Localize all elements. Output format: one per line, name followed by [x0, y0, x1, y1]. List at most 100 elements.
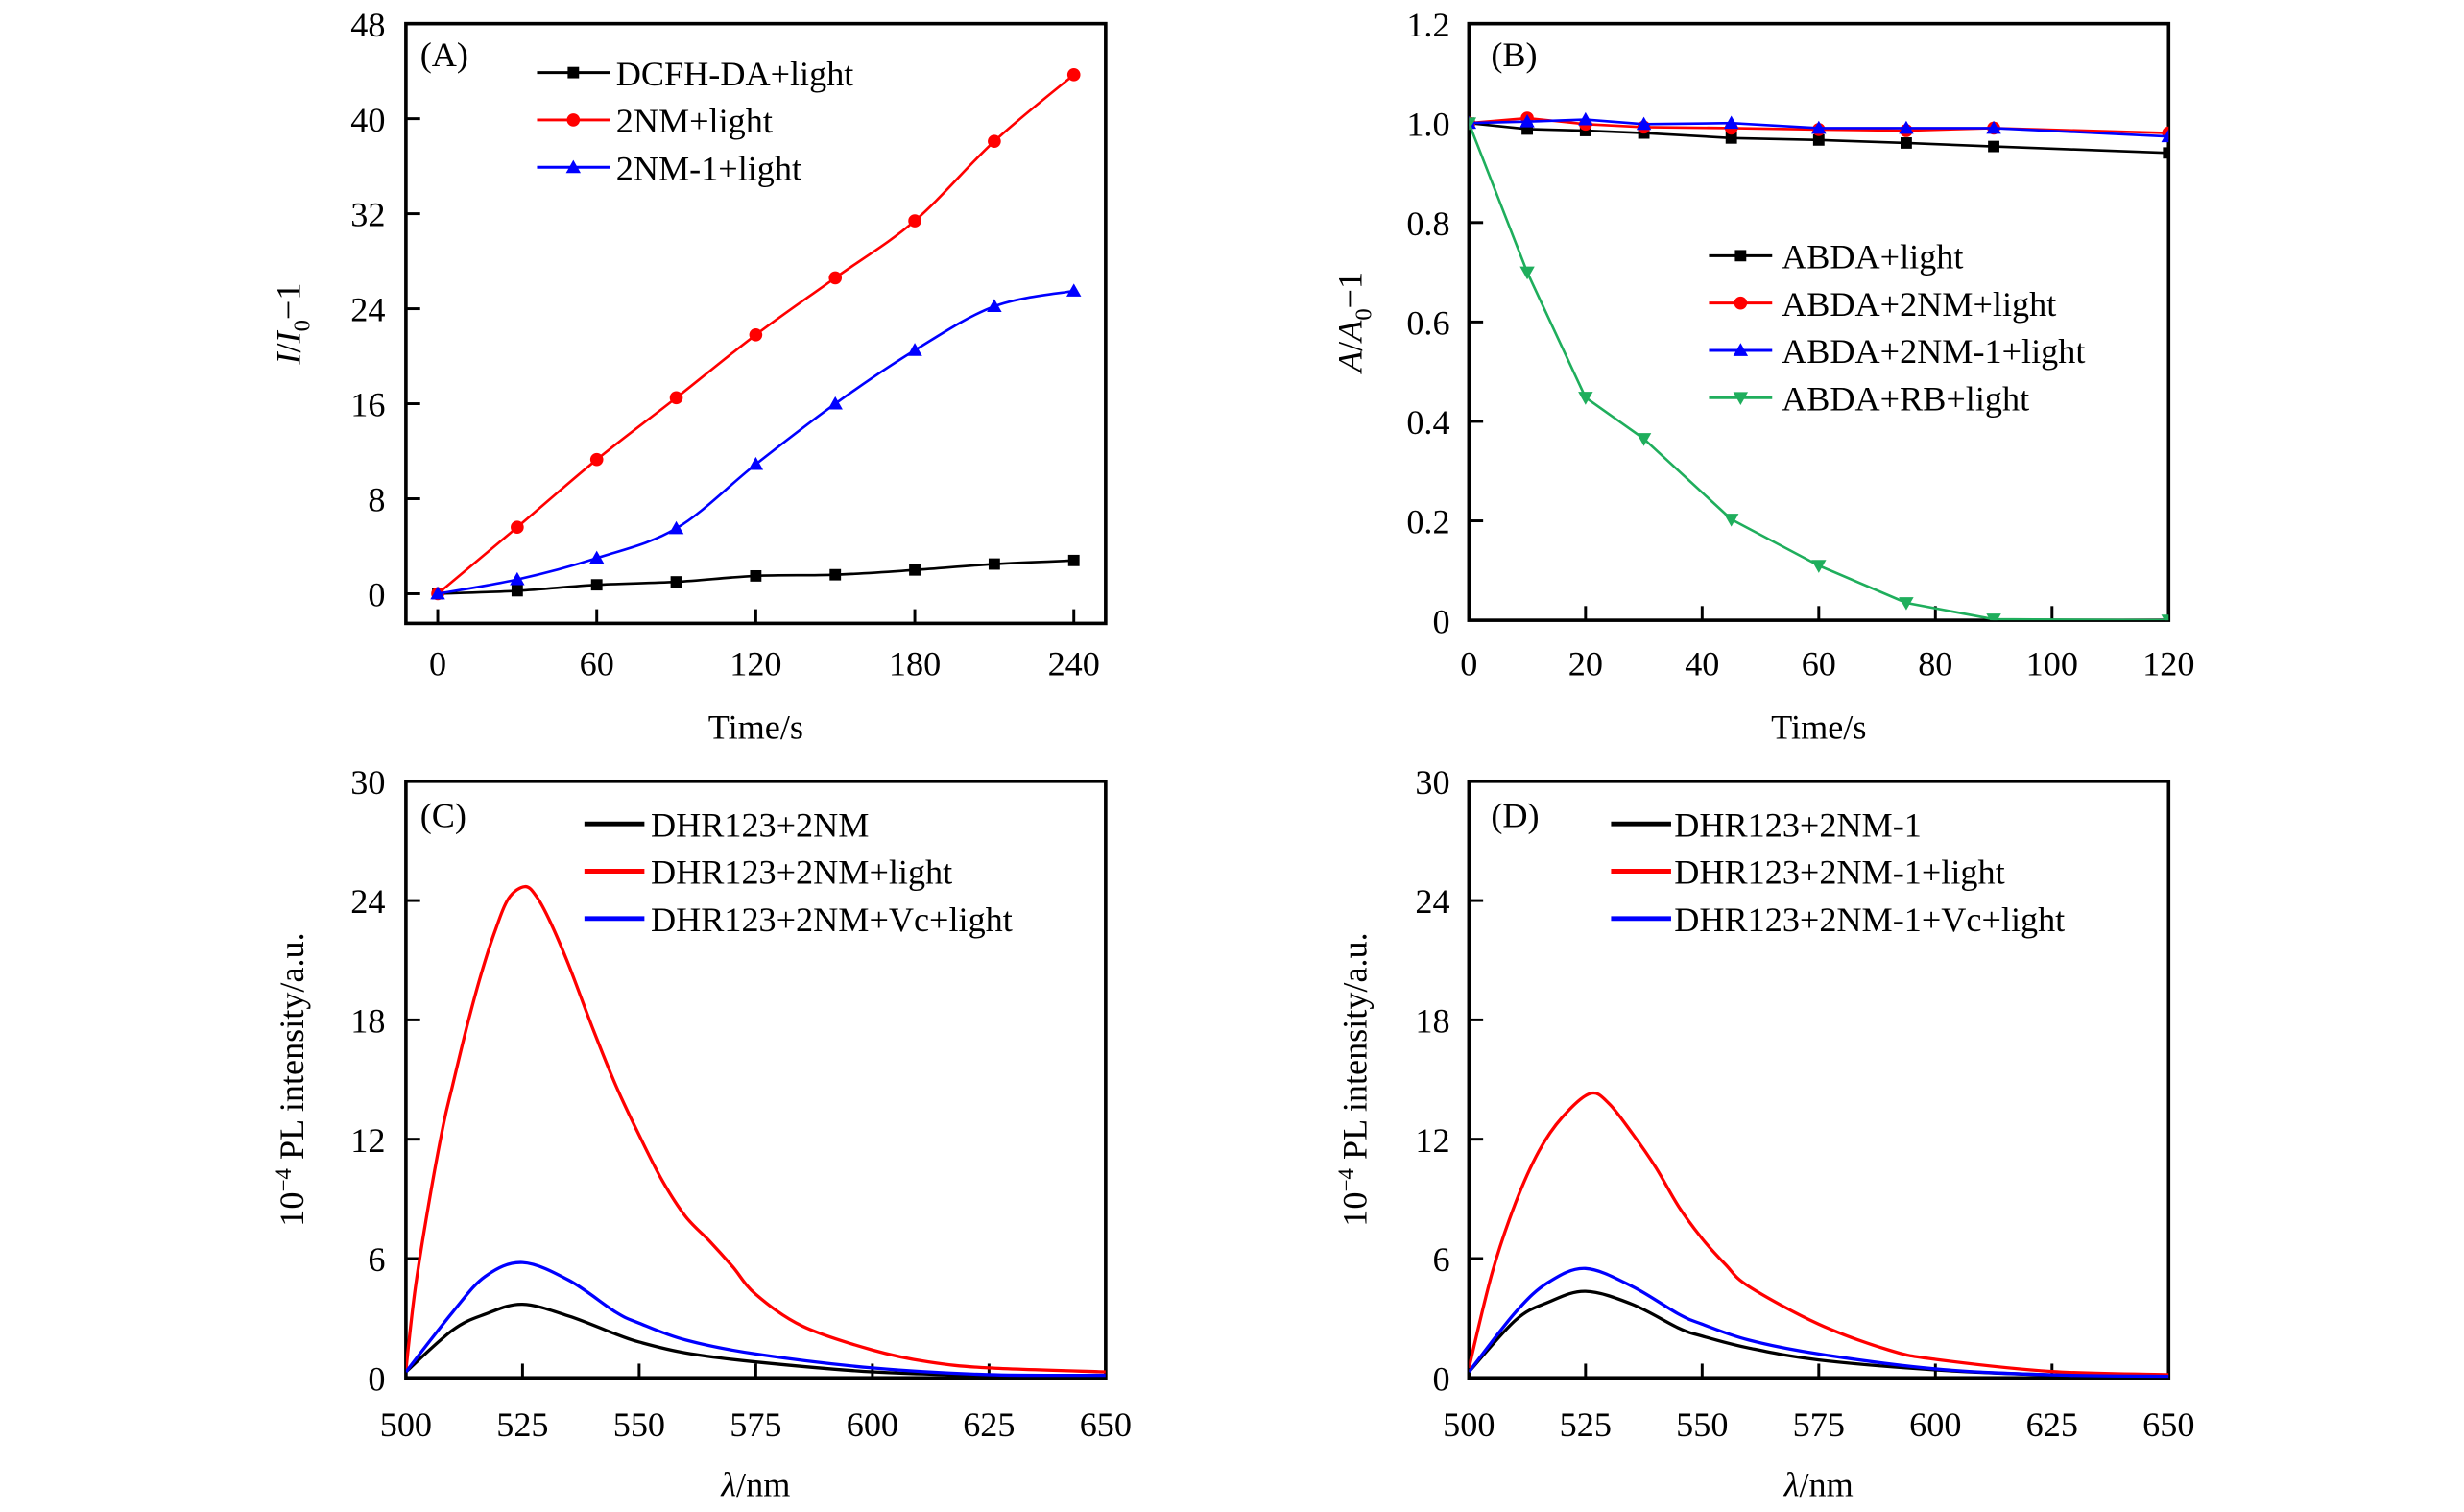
- series-line: [1469, 122, 2169, 621]
- series-line: [405, 1302, 1106, 1378]
- x-tick-label: 120: [2142, 645, 2194, 684]
- legend-item: DHR123+2NM+Vc+light: [584, 900, 1013, 939]
- legend-item: DHR123+2NM-1+Vc+light: [1611, 900, 2065, 939]
- data-point: [511, 585, 523, 597]
- data-point: [908, 214, 921, 228]
- x-tick-label: 525: [1560, 1405, 1612, 1444]
- data-point: [1811, 560, 1827, 573]
- data-point: [1811, 120, 1827, 134]
- panel-label: (D): [1491, 796, 1539, 834]
- x-tick-label: 625: [963, 1405, 1015, 1444]
- data-point: [1067, 554, 1080, 566]
- data-point: [909, 564, 921, 576]
- x-tick-label: 60: [1802, 645, 1836, 684]
- y-tick-label: 6: [1432, 1240, 1449, 1279]
- y-tick-label: 1.0: [1406, 105, 1449, 143]
- y-axis-title-part: PL intensity/a.u.: [1335, 932, 1374, 1168]
- x-axis-title: λ/nm: [1783, 1466, 1854, 1504]
- data-point: [1636, 433, 1652, 446]
- series-line: [1469, 1266, 2169, 1379]
- x-axis-title-unit: /nm: [1799, 1466, 1853, 1504]
- data-point: [829, 568, 842, 581]
- legend-marker: [566, 113, 581, 127]
- y-tick-label: 0.4: [1406, 403, 1449, 442]
- legend-label: ABDA+light: [1782, 238, 1963, 276]
- y-axis-title-part: A: [1330, 320, 1369, 344]
- data-point: [750, 569, 762, 582]
- y-tick-label: 0: [368, 1359, 385, 1398]
- panel-b: 0 0.2 0.4 0.6 0.8 1.0 1.2 0 20 40 60 80 100 120 Time/s…: [1330, 6, 2194, 747]
- x-tick-label: 625: [2026, 1405, 2078, 1444]
- legend-item: DHR123+2NM: [584, 805, 869, 844]
- legend-item: DHR123+2NM+light: [584, 853, 952, 892]
- data-point: [1986, 120, 2001, 134]
- y-axis-title: 10−4 PL intensity/a.u.: [271, 932, 311, 1226]
- x-axis-title: Time/s: [708, 708, 803, 746]
- legend-item: ABDA+2NM-1+light: [1709, 332, 2085, 371]
- legend-item: 2NM-1+light: [537, 149, 801, 187]
- x-tick-label: 575: [730, 1405, 781, 1444]
- legend-marker: [1734, 296, 1748, 310]
- y-tick-label: 48: [350, 6, 385, 44]
- data-point: [430, 586, 445, 600]
- legend-marker: [567, 66, 580, 79]
- data-point: [1723, 115, 1739, 130]
- y-axis-title-part: I: [270, 329, 308, 344]
- y-tick-label: 24: [350, 882, 385, 921]
- y-tick-label: 0: [368, 576, 385, 614]
- y-axis-title-part: 0: [290, 320, 316, 331]
- data-point: [2161, 614, 2169, 621]
- data-point: [2163, 147, 2169, 159]
- x-tick-label: 550: [613, 1405, 665, 1444]
- y-tick-label: 24: [1415, 882, 1449, 921]
- panel-c: 0 6 12 18 24 30 500 525 550 575 600 625 650 λ/nm 10−4 …: [271, 763, 1132, 1504]
- data-point: [1899, 120, 1914, 134]
- data-point: [1519, 113, 1535, 128]
- y-tick-label: 12: [350, 1121, 385, 1160]
- panel-label: (B): [1491, 36, 1537, 74]
- legend-item: 2NM+light: [537, 102, 773, 140]
- series-dhr123-2nm-1-light: [1469, 1091, 2169, 1377]
- legend: ABDA+light ABDA+2NM+light ABDA+2NM-1+light…: [1709, 238, 2085, 418]
- data-point: [590, 579, 603, 591]
- y-tick-label: 0: [1432, 602, 1449, 640]
- y-axis-title-part: A: [1330, 350, 1369, 374]
- legend-item: ABDA+RB+light: [1709, 379, 2029, 418]
- data-point: [828, 271, 843, 285]
- legend-item: ABDA+2NM+light: [1709, 285, 2056, 324]
- x-axis-title-symbol: λ: [720, 1466, 736, 1504]
- data-point: [1899, 597, 1914, 611]
- data-point: [511, 520, 524, 535]
- legend: DHR123+2NM DHR123+2NM+light DHR123+2NM+Vc+…: [584, 805, 1013, 939]
- series-2nm-1-light: [430, 283, 1082, 600]
- data-point: [827, 396, 843, 410]
- legend-label: DCFH-DA+light: [616, 55, 854, 93]
- y-axis-title-part: 10: [1335, 1192, 1374, 1227]
- data-point: [1901, 137, 1912, 149]
- y-tick-label: 0.6: [1406, 304, 1449, 343]
- series-dhr123-2nm-1: [1469, 1289, 2169, 1379]
- x-axis-title: λ/nm: [720, 1466, 790, 1504]
- data-point: [510, 571, 525, 586]
- series-dhr123-2nm: [405, 1302, 1106, 1378]
- data-point: [1986, 613, 2001, 621]
- panel-d: 0 6 12 18 24 30 500 525 550 575 600 625 650 λ/nm 10−4 …: [1333, 763, 2194, 1504]
- legend-item: DHR123+2NM-1: [1611, 805, 1922, 844]
- data-point: [907, 343, 922, 356]
- x-tick-label: 575: [1793, 1405, 1845, 1444]
- y-axis-title-part: I: [270, 351, 308, 366]
- data-point: [589, 550, 605, 564]
- legend-label: ABDA+RB+light: [1782, 379, 2029, 418]
- x-axis-title-symbol: λ: [1783, 1466, 1800, 1504]
- x-tick-label: 180: [889, 645, 941, 684]
- y-tick-label: 0.8: [1406, 204, 1449, 243]
- data-point: [1988, 140, 1999, 153]
- data-point: [748, 456, 764, 470]
- series-2nm-light: [431, 68, 1081, 601]
- y-tick-label: 18: [1415, 1002, 1449, 1041]
- y-tick-label: 16: [350, 386, 385, 424]
- series-line: [1469, 1289, 2169, 1379]
- data-layer: [405, 884, 1106, 1378]
- y-tick-label: 18: [350, 1002, 385, 1041]
- y-axis-title-part: 0: [1351, 308, 1376, 320]
